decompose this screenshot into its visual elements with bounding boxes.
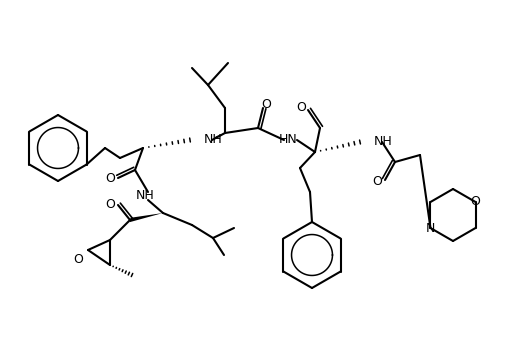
Text: O: O (73, 253, 83, 266)
Text: HN: HN (278, 133, 297, 146)
Text: O: O (105, 198, 115, 211)
Polygon shape (214, 133, 225, 139)
Text: O: O (261, 98, 270, 112)
Text: O: O (295, 102, 306, 114)
Polygon shape (305, 143, 315, 152)
Text: O: O (105, 173, 115, 185)
Text: NH: NH (373, 136, 392, 149)
Text: O: O (470, 196, 480, 209)
Text: O: O (371, 175, 381, 189)
Text: NH: NH (135, 190, 154, 203)
Polygon shape (129, 213, 163, 222)
Text: NH: NH (204, 133, 222, 146)
Text: N: N (425, 221, 434, 234)
